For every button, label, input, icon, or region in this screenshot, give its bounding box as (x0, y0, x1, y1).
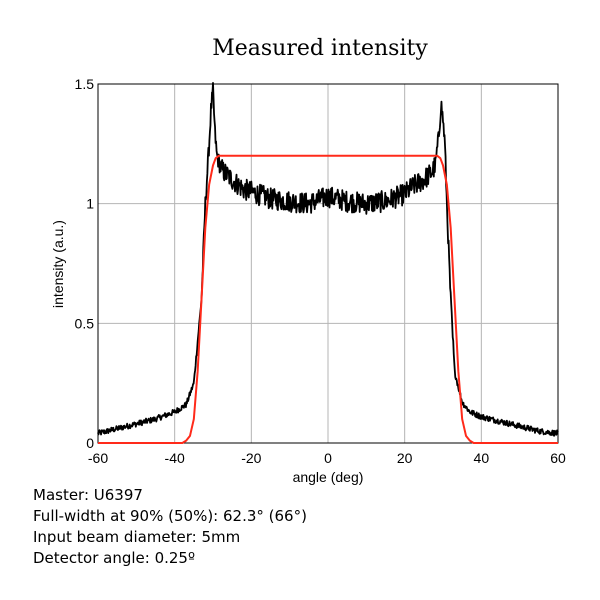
chart-title: Measured intensity (212, 36, 428, 61)
detector-angle-text: Detector angle: 0.25º (33, 549, 196, 567)
x-axis-label: angle (deg) (293, 469, 364, 485)
x-tick-label: -40 (165, 450, 185, 466)
x-tick-label: 20 (397, 450, 413, 466)
series-layer (97, 82, 559, 444)
x-axis-ticks: -60 -40 -20 0 20 40 60 (88, 450, 566, 466)
y-tick-label: 1.5 (75, 76, 95, 92)
y-axis-label: intensity (a.u.) (50, 220, 66, 308)
y-tick-label: 0.5 (75, 315, 95, 331)
x-tick-label: -20 (241, 450, 261, 466)
x-tick-label: -60 (88, 450, 108, 466)
grid (97, 83, 559, 444)
series-model-line (98, 154, 558, 444)
series-measured-line (97, 82, 559, 437)
master-text: Master: U6397 (33, 486, 143, 504)
full-width-text: Full-width at 90% (50%): 62.3° (66°) (33, 507, 307, 525)
x-tick-label: 60 (550, 450, 566, 466)
y-tick-label: 1 (86, 196, 94, 212)
beam-diameter-text: Input beam diameter: 5mm (33, 528, 241, 546)
y-tick-label: 0 (86, 435, 94, 451)
x-tick-label: 0 (324, 450, 332, 466)
info-panel: Master: U6397 Full-width at 90% (50%): 6… (33, 485, 307, 569)
y-axis-ticks: 0 0.5 1 1.5 (75, 76, 95, 451)
plot-frame (97, 83, 559, 444)
x-tick-label: 40 (474, 450, 490, 466)
